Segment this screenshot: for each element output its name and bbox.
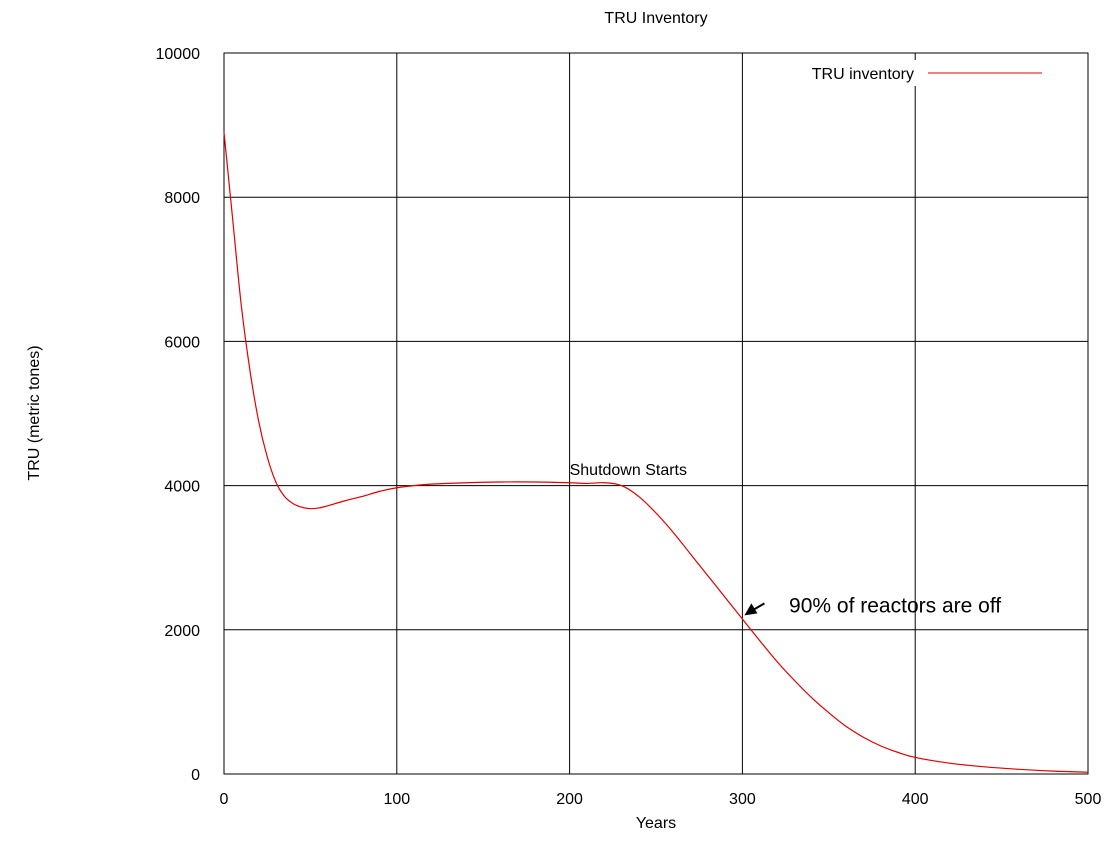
grid-lines bbox=[224, 53, 1088, 774]
x-tick-label-0: 0 bbox=[220, 791, 229, 808]
annotation-arrow-head bbox=[744, 603, 758, 616]
y-tick-label-10000: 10000 bbox=[156, 46, 201, 63]
y-tick-label-4000: 4000 bbox=[164, 479, 200, 496]
x-tick-label-200: 200 bbox=[556, 791, 583, 808]
y-axis-label: TRU (metric tones) bbox=[26, 345, 43, 480]
x-axis-label: Years bbox=[636, 815, 676, 832]
x-tick-label-100: 100 bbox=[383, 791, 410, 808]
x-tick-label-300: 300 bbox=[729, 791, 756, 808]
legend-label: TRU inventory bbox=[812, 66, 914, 83]
tick-labels: 0 100 200 300 400 500 0 2000 4000 6000 8000 10000 bbox=[156, 46, 1102, 808]
annotation-shutdown-starts: Shutdown Starts bbox=[570, 462, 687, 479]
annotations: Shutdown Starts 90% of reactors are off bbox=[570, 462, 1002, 618]
legend: TRU inventory bbox=[745, 60, 1080, 86]
x-tick-label-400: 400 bbox=[902, 791, 929, 808]
annotation-reactors-off: 90% of reactors are off bbox=[789, 595, 1001, 618]
y-tick-label-2000: 2000 bbox=[164, 623, 200, 640]
series-line-tru-inventory bbox=[223, 132, 1089, 773]
plot-area-frame bbox=[223, 52, 1089, 775]
series-group bbox=[223, 132, 1089, 773]
y-tick-label-8000: 8000 bbox=[164, 190, 200, 207]
y-tick-label-0: 0 bbox=[191, 767, 200, 784]
chart-title: TRU Inventory bbox=[604, 10, 707, 27]
y-tick-label-6000: 6000 bbox=[164, 334, 200, 351]
x-tick-label-500: 500 bbox=[1075, 791, 1102, 808]
